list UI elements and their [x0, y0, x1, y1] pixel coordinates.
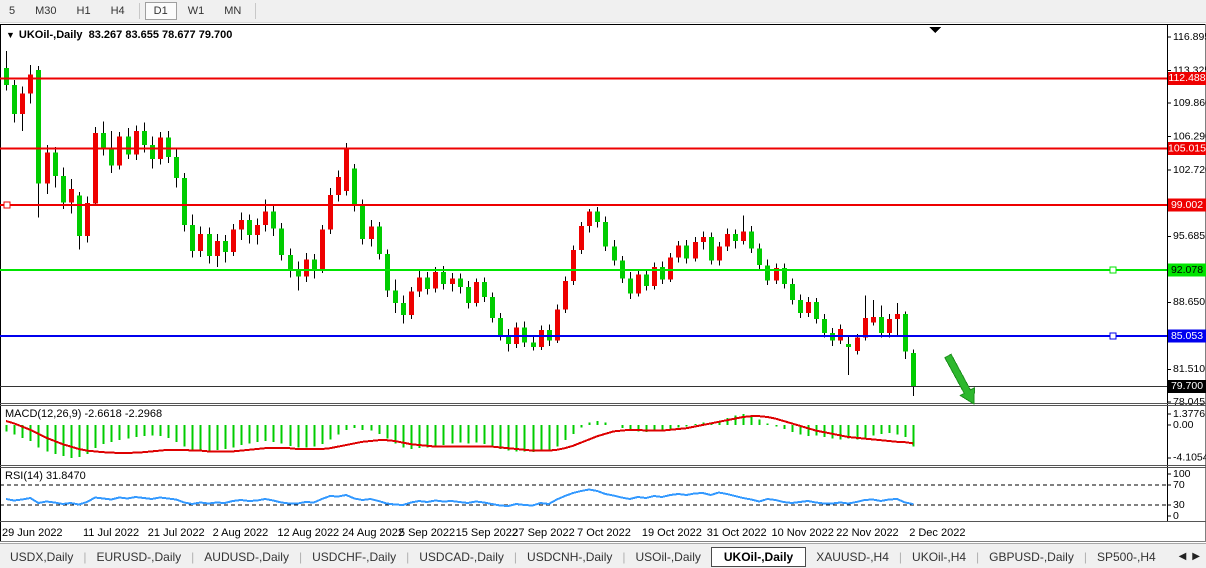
symbol-dropdown-icon[interactable]: ▼	[6, 30, 15, 40]
chart-tab-ukoilh4[interactable]: UKOil-,H4	[912, 549, 967, 564]
timeframe-button-w1[interactable]: W1	[187, 5, 205, 17]
chart-tab-sp500h4[interactable]: SP500-,H4	[1096, 549, 1156, 564]
tab-divider: |	[513, 549, 518, 564]
chart-tab-eurusddaily[interactable]: EURUSD-,Daily	[96, 549, 182, 564]
tab-divider: |	[898, 549, 903, 564]
chart-tab-xauusdh4[interactable]: XAUUSD-,H4	[816, 549, 889, 564]
ohlc-values: 83.267 83.655 78.677 79.700	[88, 29, 233, 41]
rsi-indicator-label: RSI(14) 31.8470	[5, 470, 86, 482]
chart-window	[0, 24, 1206, 542]
chart-tab-usoildaily[interactable]: USOil-,Daily	[635, 549, 701, 564]
timeframe-button-mn[interactable]: MN	[224, 5, 242, 17]
timeframe-button-d1[interactable]: D1	[144, 2, 177, 20]
timeframe-button-h4[interactable]: H4	[110, 5, 125, 17]
chart-tab-gbpusddaily[interactable]: GBPUSD-,Daily	[989, 549, 1074, 564]
chart-tab-usdchfdaily[interactable]: USDCHF-,Daily	[312, 549, 397, 564]
timeframe-toolbar: 5 M30 H1 H4 D1 W1 MN	[0, 0, 1206, 23]
tab-divider: |	[1083, 549, 1087, 564]
tab-scroll-right-icon[interactable]: ▶	[1192, 551, 1200, 562]
tab-divider: |	[406, 549, 410, 564]
tab-scroll-left-icon[interactable]: ◀	[1178, 551, 1187, 562]
timeframe-button-m30[interactable]: M30	[35, 5, 57, 17]
chart-tab-usdcaddaily[interactable]: USDCAD-,Daily	[419, 549, 504, 564]
symbol-tab-bar: USDX,Daily | EURUSD-,Daily | AUDUSD-,Daily | U…	[0, 543, 1206, 568]
timeframe-button-5[interactable]: 5	[9, 5, 16, 17]
macd-indicator-label: MACD(12,26,9) -2.6618 -2.2968	[5, 408, 163, 420]
tab-divider: |	[83, 549, 87, 564]
chart-tab-ukoildaily[interactable]: UKOil-,Daily	[710, 546, 807, 567]
toolbar-separator	[255, 3, 257, 19]
chart-tab-audusddaily[interactable]: AUDUSD-,Daily	[204, 549, 289, 564]
chart-tab-usdcnhdaily[interactable]: USDCNH-,Daily	[527, 549, 613, 564]
tab-divider: |	[191, 549, 195, 564]
symbol-title: UKOil-,Daily	[18, 29, 83, 41]
chart-header: ▼ UKOil-,Daily 83.267 83.655 78.677 79.70…	[6, 29, 232, 41]
tab-divider: |	[298, 549, 303, 564]
chart-tab-usdxdaily[interactable]: USDX,Daily	[10, 549, 74, 564]
tab-divider: |	[976, 549, 980, 564]
tab-divider: |	[622, 549, 626, 564]
timeframe-button-h1[interactable]: H1	[76, 5, 91, 17]
toolbar-separator	[138, 3, 140, 19]
